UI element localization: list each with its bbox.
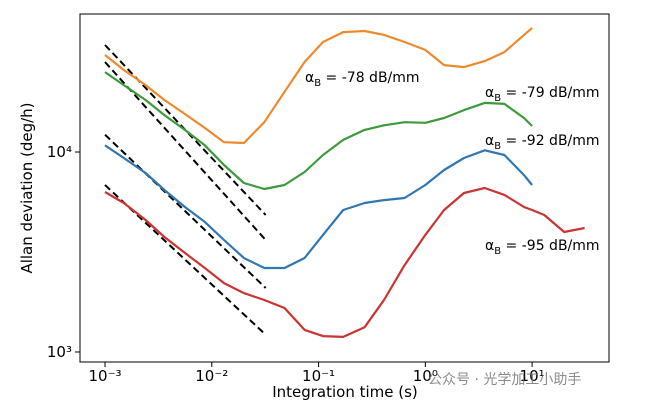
annotation-text: = -92 dB/mm [501,133,599,149]
annotation-symbol: α [485,85,494,101]
y-axis-label: Allan deviation (deg/h) [18,102,36,273]
series-line [104,27,533,145]
x-tick-label: 10¹ [520,367,545,385]
x-tick-label: 10⁻¹ [302,367,335,385]
series-line [104,186,585,338]
reference-line [104,133,267,289]
x-tick-label: 10⁻² [195,367,228,385]
annotation-subscript: B [314,78,321,89]
annotation: αB = -95 dB/mm [485,238,600,257]
annotation-symbol: α [485,238,494,254]
annotation-symbol: α [305,70,314,86]
annotation-text: = -79 dB/mm [501,85,599,101]
annotation-symbol: α [485,133,494,149]
annotation: αB = -79 dB/mm [485,85,600,104]
x-tick-label: 10⁰ [413,367,438,385]
annotation-subscript: B [494,141,501,152]
watermark: 公众号 · 光学加工小助手 [428,372,581,388]
annotation-subscript: B [494,246,501,257]
x-axis-label: Integration time (s) [272,383,418,401]
series-line [104,71,533,191]
annotation: αB = -78 dB/mm [305,70,420,89]
x-tick-label: 10⁻³ [89,367,122,385]
annotation-text: = -95 dB/mm [501,238,599,254]
plot-frame [79,13,610,363]
annotation-subscript: B [494,93,501,104]
series-line [104,144,533,270]
annotation-text: = -78 dB/mm [321,70,419,86]
y-tick-label: 10³ [47,343,72,361]
annotation: αB = -92 dB/mm [485,133,600,152]
y-tick-label: 10⁴ [47,143,72,161]
